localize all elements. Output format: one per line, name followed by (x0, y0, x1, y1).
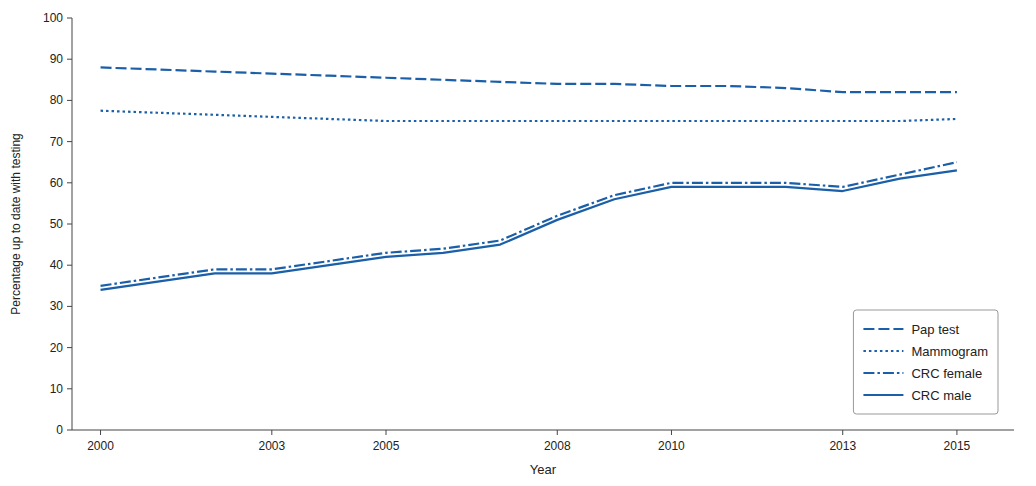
y-tick (67, 347, 72, 348)
y-tick (67, 430, 72, 431)
lines (101, 67, 957, 289)
y-tick-label: 100 (43, 11, 63, 25)
x-tick-label: 2010 (658, 439, 685, 453)
y-tick-label: 10 (50, 382, 64, 396)
x-tick (671, 430, 672, 435)
legend-swatch (863, 372, 903, 374)
y-tick-label: 80 (50, 93, 64, 107)
y-tick-label: 60 (50, 176, 64, 190)
x-tick (842, 430, 843, 435)
legend-label: CRC female (911, 366, 982, 381)
x-tick (386, 430, 387, 435)
x-axis-line (72, 430, 1014, 431)
y-tick (67, 18, 72, 19)
y-tick-label: 90 (50, 52, 64, 66)
y-tick (67, 182, 72, 183)
x-tick (100, 430, 101, 435)
y-tick (67, 100, 72, 101)
y-tick-label: 40 (50, 258, 64, 272)
y-tick (67, 388, 72, 389)
legend-swatch (863, 328, 903, 330)
y-tick-label: 0 (56, 423, 63, 437)
x-axis-label: Year (530, 462, 557, 477)
x-tick (271, 430, 272, 435)
series-line (101, 170, 957, 289)
legend-label: Pap test (911, 322, 959, 337)
series-line (101, 111, 957, 121)
y-tick (67, 141, 72, 142)
legend-frame (853, 310, 998, 414)
legend-swatch (863, 350, 903, 352)
y-tick (67, 59, 72, 60)
x-tick-label: 2000 (87, 439, 114, 453)
legend-swatch (863, 394, 903, 396)
x-tick-label: 2003 (258, 439, 285, 453)
y-axis-label: Percentage up to date with testing (9, 133, 23, 314)
y-tick (67, 306, 72, 307)
legend-label: CRC male (911, 388, 971, 403)
y-tick-label: 70 (50, 135, 64, 149)
x-tick-label: 2008 (544, 439, 571, 453)
y-tick-label: 20 (50, 341, 64, 355)
chart: 2000 2003 2005 2008 2010 2013 2015 0 10 20 30 40 50 6… (0, 0, 1036, 486)
series-line (101, 162, 957, 286)
y-tick (67, 224, 72, 225)
x-tick (557, 430, 558, 435)
axes: 2000 2003 2005 2008 2010 2013 2015 0 10 20 30 40 50 6… (43, 11, 1014, 453)
x-tick-label: 2015 (944, 439, 971, 453)
legend: Pap test Mammogram CRC female CRC male (853, 310, 998, 414)
series-line (101, 67, 957, 92)
x-tick-label: 2005 (373, 439, 400, 453)
x-tick (956, 430, 957, 435)
y-tick (67, 265, 72, 266)
x-tick-label: 2013 (829, 439, 856, 453)
legend-label: Mammogram (911, 344, 988, 359)
y-tick-label: 50 (50, 217, 64, 231)
y-tick-label: 30 (50, 299, 64, 313)
